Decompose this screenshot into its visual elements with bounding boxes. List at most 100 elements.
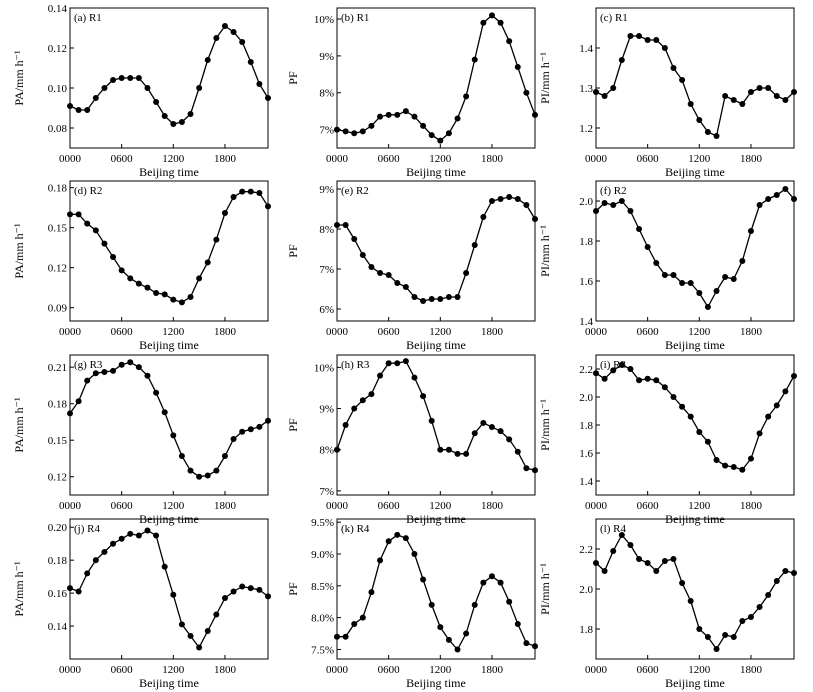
y-tick-label: 0.16	[48, 588, 68, 600]
data-point	[653, 568, 660, 574]
data-point	[747, 455, 754, 462]
chart-panel: 0000 0600 1200 1800 6% 7% 8% 9% (e) R2 Beijing ti…	[286, 180, 538, 352]
y-tick-label: 0.18	[48, 399, 68, 411]
data-point	[187, 111, 194, 117]
y-tick-label: 0.20	[48, 522, 68, 534]
data-point	[196, 644, 203, 651]
x-tick-label: 0000	[326, 500, 349, 512]
data-point	[213, 611, 220, 618]
y-tick-label: 9%	[319, 184, 334, 196]
data-point	[471, 56, 478, 63]
data-point	[610, 85, 617, 91]
y-tick-label: 1.6	[579, 448, 593, 460]
data-point	[739, 618, 746, 624]
data-point	[514, 448, 521, 455]
y-axis-label: PF	[286, 71, 300, 85]
plot-frame	[69, 7, 269, 149]
data-point	[351, 621, 358, 627]
x-tick-label: 0600	[637, 500, 660, 512]
data-point	[773, 402, 780, 409]
x-tick-label: 1200	[162, 153, 185, 165]
data-point	[110, 367, 117, 374]
data-point	[480, 19, 487, 26]
data-point	[644, 560, 651, 566]
y-tick-label: 0.12	[48, 263, 67, 275]
x-axis-label: Beijing time	[406, 338, 466, 352]
data-point	[670, 556, 677, 562]
y-tick-label: 0.14	[48, 621, 68, 633]
data-point	[679, 280, 686, 286]
data-point	[437, 624, 444, 631]
data-point	[178, 299, 185, 306]
x-tick-label: 0000	[326, 664, 349, 676]
y-axis-label: PA/mm h⁻¹	[12, 50, 26, 106]
y-tick-label: 1.4	[579, 43, 593, 55]
data-point	[368, 589, 375, 596]
x-tick-label: 0600	[378, 664, 401, 676]
data-point	[636, 377, 643, 384]
data-point	[178, 453, 185, 460]
panel-label: (j) R4	[74, 523, 100, 535]
x-tick-label: 0600	[378, 326, 401, 338]
data-point	[239, 39, 246, 45]
data-point	[204, 472, 211, 479]
data-point	[722, 93, 729, 99]
x-tick-label: 1800	[214, 153, 237, 165]
x-tick-label: 1200	[429, 664, 452, 676]
data-point	[144, 372, 151, 379]
data-point	[471, 242, 478, 248]
chart-panel: 0000 0600 1200 1800 1.8 2.0 2.2 (l) R4 Beijing t…	[538, 518, 797, 690]
data-point	[84, 377, 91, 384]
data-point	[256, 586, 263, 593]
data-point	[368, 391, 375, 398]
panel-label: (f) R2	[600, 185, 627, 197]
x-tick-label: 1800	[481, 664, 504, 676]
x-axis-label: Beijing time	[406, 676, 466, 690]
y-tick-label: 0.14	[48, 3, 68, 15]
y-tick-label: 0.18	[48, 183, 68, 195]
panel-label: (h) R3	[341, 359, 370, 371]
data-point	[756, 202, 763, 208]
plot-frame	[336, 7, 536, 149]
data-point	[661, 384, 668, 391]
data-point	[722, 632, 729, 638]
data-point	[144, 85, 151, 91]
data-point	[420, 393, 427, 400]
x-tick-label: 0000	[585, 500, 608, 512]
data-point	[92, 227, 99, 234]
data-point	[187, 294, 194, 300]
data-point	[765, 196, 772, 202]
data-point	[739, 101, 746, 107]
x-tick-label: 0600	[111, 153, 134, 165]
data-point	[385, 360, 392, 367]
data-point	[67, 211, 73, 218]
data-point	[765, 85, 772, 91]
data-point	[756, 430, 763, 437]
data-point	[610, 202, 617, 208]
y-axis-label: PI/mm h⁻¹	[538, 225, 552, 277]
data-point	[67, 103, 73, 109]
x-tick-label: 1200	[429, 326, 452, 338]
data-point	[704, 438, 711, 445]
x-tick-label: 1800	[740, 326, 763, 338]
y-tick-label: 2.2	[579, 544, 593, 556]
data-point	[704, 129, 711, 135]
x-tick-label: 1200	[429, 500, 452, 512]
data-point	[377, 557, 384, 564]
data-point	[368, 264, 375, 270]
data-point	[722, 462, 729, 469]
y-tick-label: 0.21	[48, 362, 67, 374]
data-point	[791, 89, 797, 95]
data-point	[636, 226, 643, 232]
data-point	[428, 296, 435, 302]
data-point	[256, 81, 263, 87]
data-point	[454, 115, 461, 122]
data-point	[92, 557, 99, 564]
y-tick-label: 10%	[314, 362, 334, 374]
data-point	[230, 436, 237, 442]
panel-label: (k) R4	[341, 523, 370, 535]
panel-label: (b) R1	[341, 12, 369, 24]
x-tick-label: 0600	[111, 664, 134, 676]
data-point	[204, 259, 211, 266]
data-point	[342, 128, 349, 135]
